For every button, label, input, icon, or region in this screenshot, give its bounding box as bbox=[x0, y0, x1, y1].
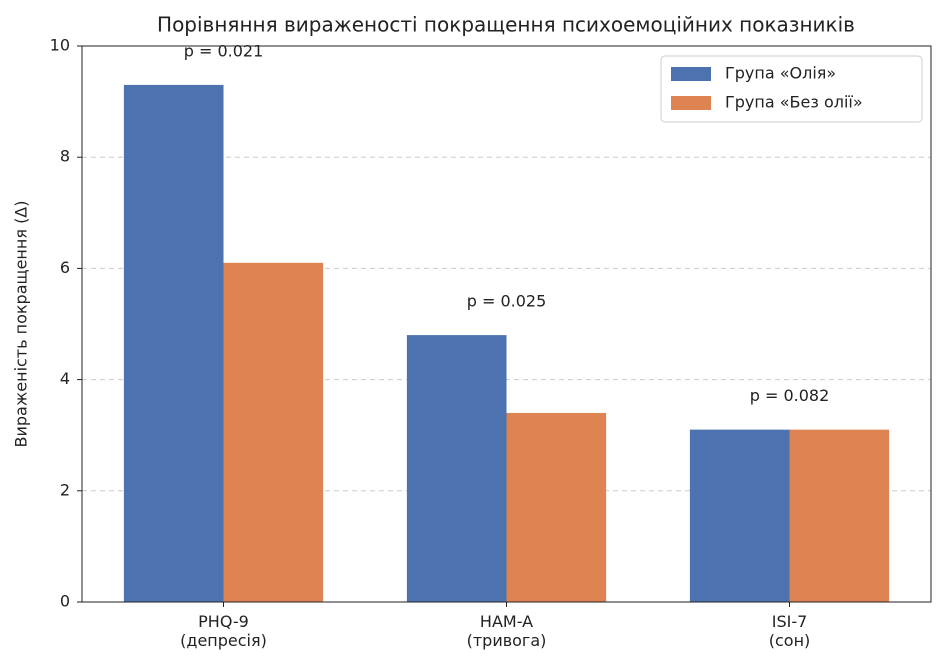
legend-swatch bbox=[671, 67, 711, 81]
y-tick-label: 6 bbox=[60, 258, 70, 277]
y-tick-label: 0 bbox=[60, 592, 70, 611]
bar bbox=[789, 429, 890, 602]
bar bbox=[506, 412, 607, 602]
y-tick-label: 10 bbox=[50, 36, 70, 55]
annotation: p = 0.025 bbox=[467, 292, 547, 311]
plot-frame bbox=[81, 45, 932, 603]
annotation: p = 0.021 bbox=[184, 41, 264, 60]
bar bbox=[123, 84, 224, 603]
x-tick-label: ISI-7 (сон) bbox=[769, 612, 811, 650]
legend-box bbox=[660, 55, 923, 123]
bar bbox=[223, 262, 324, 602]
annotation: p = 0.082 bbox=[750, 386, 830, 405]
x-tick-label: HAM-A (тривога) bbox=[467, 612, 547, 650]
y-tick-label: 2 bbox=[60, 480, 70, 499]
x-tick-label: PHQ-9 (депресія) bbox=[180, 612, 267, 650]
y-axis-label: Вираженість покращення (Δ) bbox=[12, 201, 31, 448]
y-tick-label: 8 bbox=[60, 147, 70, 166]
legend-label: Група «Олія» bbox=[725, 64, 836, 83]
y-tick-label: 4 bbox=[60, 369, 70, 388]
legend-label: Група «Без олії» bbox=[725, 93, 863, 112]
bar bbox=[406, 335, 507, 602]
chart-title: Порівняння вираженості покращення психое… bbox=[157, 13, 855, 37]
legend-swatch bbox=[671, 96, 711, 110]
bar bbox=[689, 429, 790, 602]
